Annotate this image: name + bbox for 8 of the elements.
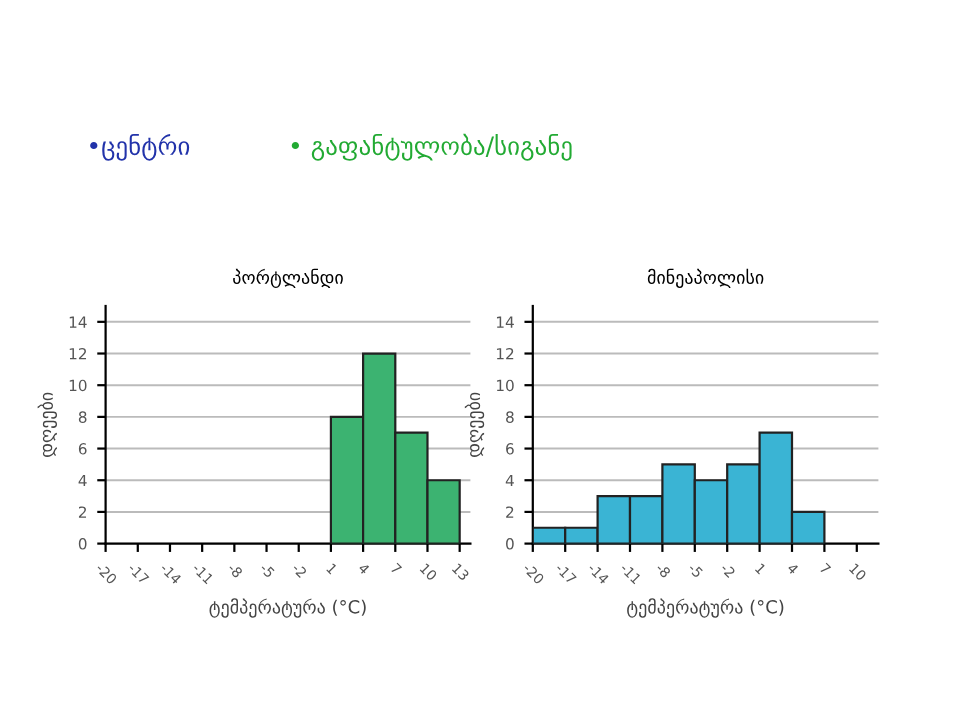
y-axis-title: დღეები bbox=[37, 392, 57, 457]
x-axis-title: ტემპერატურა (°C) bbox=[209, 598, 366, 618]
chart-title: მინეაპოლისი bbox=[647, 268, 764, 289]
text: •ცენტრი bbox=[90, 133, 190, 161]
y-axis-title: დღეები bbox=[464, 392, 485, 457]
chart-title: პორტლანდი bbox=[233, 268, 343, 289]
x-axis-title: ტემპერატურა (°C) bbox=[627, 598, 784, 618]
text: • გაფანტულობა/სიგანე bbox=[291, 133, 572, 161]
